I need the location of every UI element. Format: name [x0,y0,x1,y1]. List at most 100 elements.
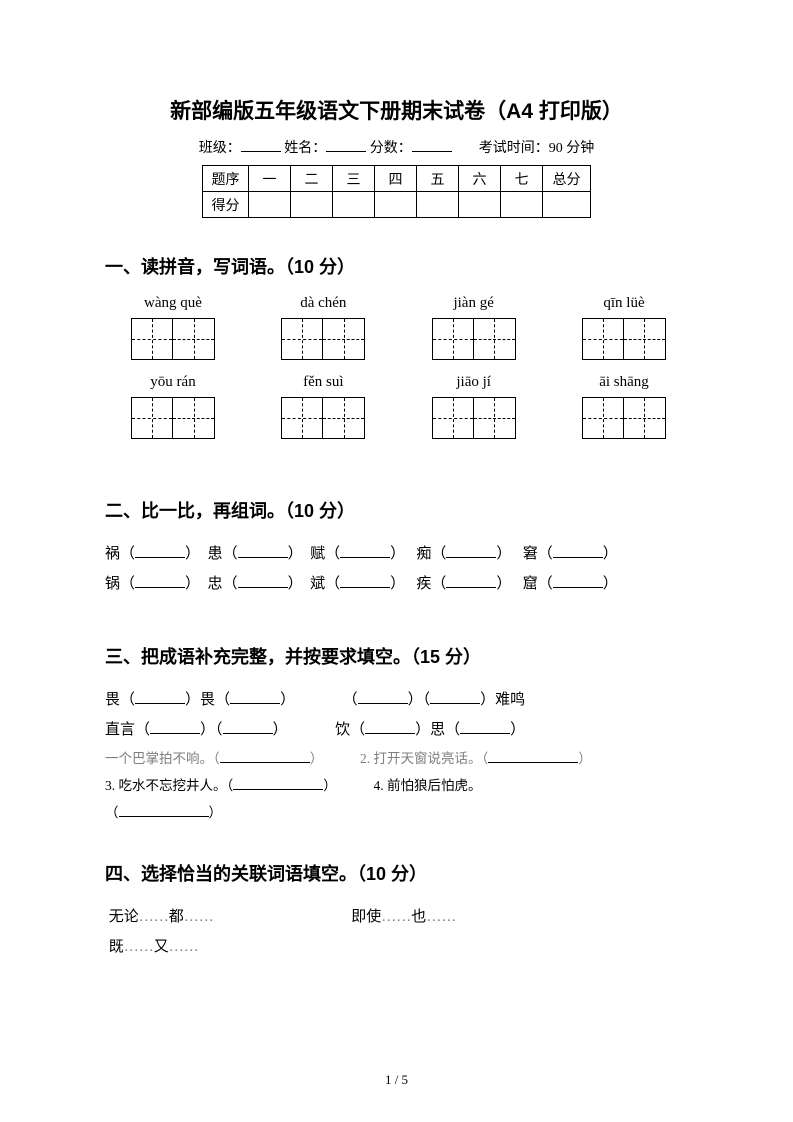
fill-blank[interactable] [233,777,323,791]
section-3-heading: 三、把成语补充完整，并按要求填空。（15 分） [105,643,688,669]
fill-blank[interactable] [488,750,578,764]
pinyin-block: jiàn gé [414,295,534,360]
text: 饮 [335,722,350,738]
char-boxes[interactable] [582,318,666,360]
text: 又 [154,939,169,955]
dots: …… [124,939,154,955]
col-3: 三 [333,166,375,192]
fill-blank[interactable] [223,719,273,734]
fill-blank[interactable] [446,543,496,558]
fill-blank[interactable] [230,689,280,704]
score-cell[interactable] [543,192,591,218]
fill-blank[interactable] [365,719,415,734]
dots: …… [184,909,214,925]
score-cell[interactable] [249,192,291,218]
fill-blank[interactable] [238,573,288,588]
score-blank[interactable] [412,151,452,152]
score-cell[interactable] [459,192,501,218]
fill-blank[interactable] [358,689,408,704]
idiom-ext-line-1: 一个巴掌拍不响。（） 2. 打开天窗说亮话。（） [105,745,688,772]
text: 畏 [105,692,120,708]
char: 锅 [105,576,120,592]
name-label: 姓名： [284,141,326,156]
text: 都 [169,909,184,925]
pinyin-block: yōu rán [113,374,233,439]
pinyin-text: jiāo jí [456,374,491,391]
pinyin-text: yōu rán [150,374,195,391]
fill-blank[interactable] [460,719,510,734]
col-1: 一 [249,166,291,192]
col-4: 四 [375,166,417,192]
text: 思 [430,722,445,738]
char: 疾 [416,576,431,592]
char-boxes[interactable] [432,397,516,439]
pinyin-block: qīn lüè [564,295,684,360]
fill-blank[interactable] [220,750,310,764]
col-5: 五 [417,166,459,192]
text: 难鸣 [495,692,525,708]
fill-blank[interactable] [238,543,288,558]
pinyin-row-2: yōu rán fěn suì jiāo jí āi shāng [105,374,688,439]
char: 痴 [416,546,431,562]
col-6: 六 [459,166,501,192]
pinyin-block: dà chén [263,295,383,360]
fill-blank[interactable] [446,573,496,588]
char-boxes[interactable] [131,318,215,360]
dots: …… [139,909,169,925]
col-total: 总分 [543,166,591,192]
fill-blank[interactable] [340,573,390,588]
text: 也 [411,909,426,925]
idiom-line-2: 直言（）（） 饮（）思（） [105,715,688,745]
fill-blank[interactable] [119,804,209,818]
text: 2. 打开天窗说亮话。 [360,751,482,766]
class-blank[interactable] [241,151,281,152]
char: 忠 [208,576,223,592]
pinyin-text: jiàn gé [453,295,493,312]
conjunction-line-2: 既……又…… [105,932,688,962]
text: 一个巴掌拍不响。 [105,751,213,766]
text: 4. 前怕狼后怕虎。 [374,778,482,793]
page-title: 新部编版五年级语文下册期末试卷（A4 打印版） [105,95,688,125]
pinyin-text: wàng què [144,295,202,312]
score-cell[interactable] [417,192,459,218]
fill-blank[interactable] [553,573,603,588]
score-table: 题序 一 二 三 四 五 六 七 总分 得分 [202,165,591,218]
char-boxes[interactable] [131,397,215,439]
page-footer: 1 / 5 [0,1072,793,1088]
text: 畏 [200,692,215,708]
char-boxes[interactable] [432,318,516,360]
compare-row-1: 祸（） 患（） 赋（） 痴（） 窘（） [105,539,688,569]
pinyin-text: fěn suì [303,374,343,391]
score-cell[interactable] [333,192,375,218]
char: 患 [208,546,223,562]
fill-blank[interactable] [135,573,185,588]
text: 既 [109,939,124,955]
char: 窘 [523,546,538,562]
char-boxes[interactable] [281,318,365,360]
fill-blank[interactable] [135,543,185,558]
fill-blank[interactable] [553,543,603,558]
pinyin-block: āi shāng [564,374,684,439]
char: 祸 [105,546,120,562]
score-cell[interactable] [501,192,543,218]
char-boxes[interactable] [582,397,666,439]
col-2: 二 [291,166,333,192]
dots: …… [169,939,199,955]
text: 即使 [351,909,381,925]
row-label-score: 得分 [203,192,249,218]
score-cell[interactable] [375,192,417,218]
fill-blank[interactable] [340,543,390,558]
score-table-header-row: 题序 一 二 三 四 五 六 七 总分 [203,166,591,192]
compare-row-2: 锅（） 忠（） 斌（） 疾（） 窟（） [105,569,688,599]
pinyin-block: jiāo jí [414,374,534,439]
fill-blank[interactable] [430,689,480,704]
idiom-ext-line-2: 3. 吃水不忘挖井人。（） 4. 前怕狼后怕虎。 [105,772,688,799]
fill-blank[interactable] [135,689,185,704]
score-cell[interactable] [291,192,333,218]
dots: …… [426,909,456,925]
fill-blank[interactable] [150,719,200,734]
char-boxes[interactable] [281,397,365,439]
char: 窟 [523,576,538,592]
name-blank[interactable] [326,151,366,152]
pinyin-row-1: wàng què dà chén jiàn gé qīn lüè [105,295,688,360]
